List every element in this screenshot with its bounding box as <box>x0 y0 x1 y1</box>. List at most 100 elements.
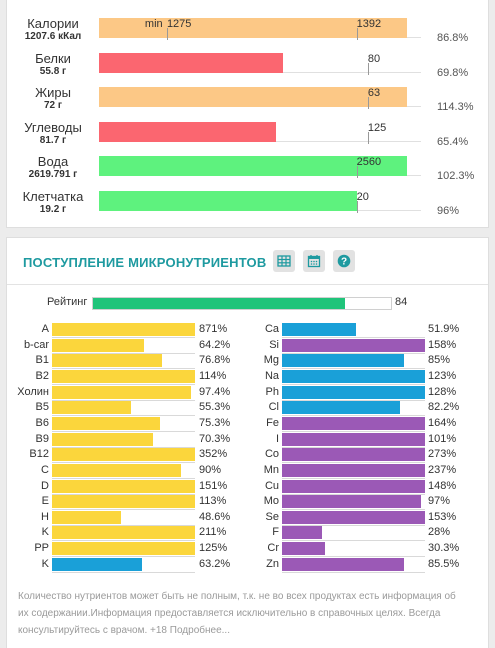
micronutrients-panel: ПОСТУПЛЕНИЕ МИКРОНУТРИЕНТОВ ? Рейтинг 84 <box>6 237 489 648</box>
vitamin-percent: 48.6% <box>199 510 231 523</box>
mineral-bar-fill <box>282 354 404 368</box>
mineral-label: Zn <box>266 557 279 570</box>
vitamin-bar <box>52 400 195 417</box>
mineral-percent: 82.2% <box>428 401 460 414</box>
macro-percent: 65.4% <box>437 135 469 148</box>
calendar-button[interactable] <box>303 250 325 272</box>
vitamin-percent: 70.3% <box>199 432 231 445</box>
vitamin-percent: 75.3% <box>199 416 231 429</box>
vitamin-bar <box>52 416 195 432</box>
vitamin-bar <box>52 353 195 370</box>
vitamin-percent: 125% <box>199 542 228 555</box>
mineral-percent: 123% <box>428 369 457 382</box>
vitamin-bar-fill <box>52 401 132 415</box>
mineral-percent: 164% <box>428 416 457 429</box>
mineral-bar <box>282 479 425 495</box>
mineral-bar <box>282 400 425 417</box>
vitamin-label: B12 <box>29 448 49 461</box>
vitamin-label: D <box>41 479 49 492</box>
mineral-percent: 28% <box>428 526 451 539</box>
mineral-bar-fill <box>282 526 323 540</box>
vitamin-label: H <box>41 510 49 523</box>
macro-row: Клетчатка 19.2 г 20 96% <box>7 187 488 221</box>
mineral-label: Si <box>269 338 279 351</box>
mineral-bar <box>282 557 425 573</box>
macro-name: Белки <box>35 50 71 66</box>
mineral-bar-fill <box>282 448 425 462</box>
vitamin-bar <box>52 510 195 526</box>
table-view-button[interactable] <box>273 250 295 272</box>
macro-row: Калории 1207.6 кКал min 1275 1392 86.8% <box>7 14 488 48</box>
vitamin-bar-fill <box>52 416 160 430</box>
vitamin-bar-fill <box>52 463 181 477</box>
mineral-bar-fill <box>282 323 357 336</box>
mineral-percent: 101% <box>428 432 457 445</box>
mineral-label: Cu <box>264 479 279 492</box>
vitamin-bar <box>52 338 195 354</box>
mineral-bar <box>282 432 425 448</box>
macro-bar-fill <box>99 121 277 142</box>
vitamin-bar-fill <box>52 479 195 493</box>
vitamin-percent: 352% <box>199 448 228 461</box>
vitamin-percent: 113% <box>199 495 227 508</box>
vitamin-label: B6 <box>35 416 49 429</box>
macro-amount: 55.8 г <box>39 65 67 77</box>
vitamin-bar-fill <box>52 385 192 399</box>
mineral-bar <box>282 541 425 558</box>
rating-bar-fill <box>93 298 345 309</box>
vitamin-bar-fill <box>52 448 195 462</box>
vitamin-percent: 90% <box>199 463 222 476</box>
vitamin-label: K <box>41 557 49 570</box>
micronutrients-title: ПОСТУПЛЕНИЕ МИКРОНУТРИЕНТОВ <box>23 255 267 270</box>
macro-percent: 69.8% <box>437 66 469 79</box>
macro-row: Вода 2619.791 г 2560 102.3% <box>7 152 488 186</box>
vitamin-percent: 871% <box>199 323 228 335</box>
vitamin-bar <box>52 447 195 464</box>
mineral-bar-fill <box>282 463 425 477</box>
rating-label: Рейтинг <box>47 296 88 308</box>
help-button[interactable]: ? <box>333 250 355 272</box>
mineral-percent: 148% <box>428 479 457 492</box>
vitamin-bar-fill <box>52 542 195 556</box>
vitamin-bar-fill <box>52 432 153 446</box>
norm-value: 125 <box>367 121 387 134</box>
mineral-bar <box>282 463 425 479</box>
macro-amount: 1207.6 кКал <box>24 31 82 42</box>
norm-marker <box>356 200 358 213</box>
mineral-label: Mo <box>263 495 279 508</box>
mineral-bar <box>282 447 425 464</box>
macro-name: Калории <box>27 16 79 31</box>
macro-bar-fill <box>99 52 283 73</box>
norm-value: 80 <box>367 52 381 65</box>
mineral-percent: 85% <box>428 354 451 367</box>
norm-label: 1275 <box>166 18 192 30</box>
mineral-bar <box>282 494 425 511</box>
vitamin-bar-fill <box>52 557 143 571</box>
norm-marker <box>367 131 369 144</box>
vitamin-bar <box>52 385 195 401</box>
mineral-bar-fill <box>282 557 405 571</box>
vitamin-percent: 114% <box>199 369 227 382</box>
mineral-bar <box>282 338 425 354</box>
vitamin-label: Холин <box>17 385 49 398</box>
vitamin-label: E <box>41 495 49 508</box>
mineral-bar-fill <box>282 401 400 415</box>
vitamin-percent: 63.2% <box>199 557 231 570</box>
calendar-icon <box>307 255 321 268</box>
vitamin-label: B9 <box>35 432 49 445</box>
mineral-label: F <box>272 526 279 539</box>
norm-label: min <box>144 18 163 30</box>
svg-text:?: ? <box>341 257 347 268</box>
vitamin-bar-fill <box>52 338 144 352</box>
macro-amount: 2619.791 г <box>28 169 78 180</box>
mineral-bar <box>282 353 425 370</box>
mineral-label: Cl <box>268 401 279 414</box>
mineral-label: I <box>275 432 279 445</box>
norm-value: 1392 <box>356 18 382 30</box>
rating-bar <box>92 297 392 310</box>
mineral-label: Ph <box>265 385 279 398</box>
mineral-bar <box>282 416 425 432</box>
macro-row: Углеводы 81.7 г 125 65.4% <box>7 118 488 152</box>
norm-marker <box>367 97 369 109</box>
mineral-bar-fill <box>282 479 425 493</box>
